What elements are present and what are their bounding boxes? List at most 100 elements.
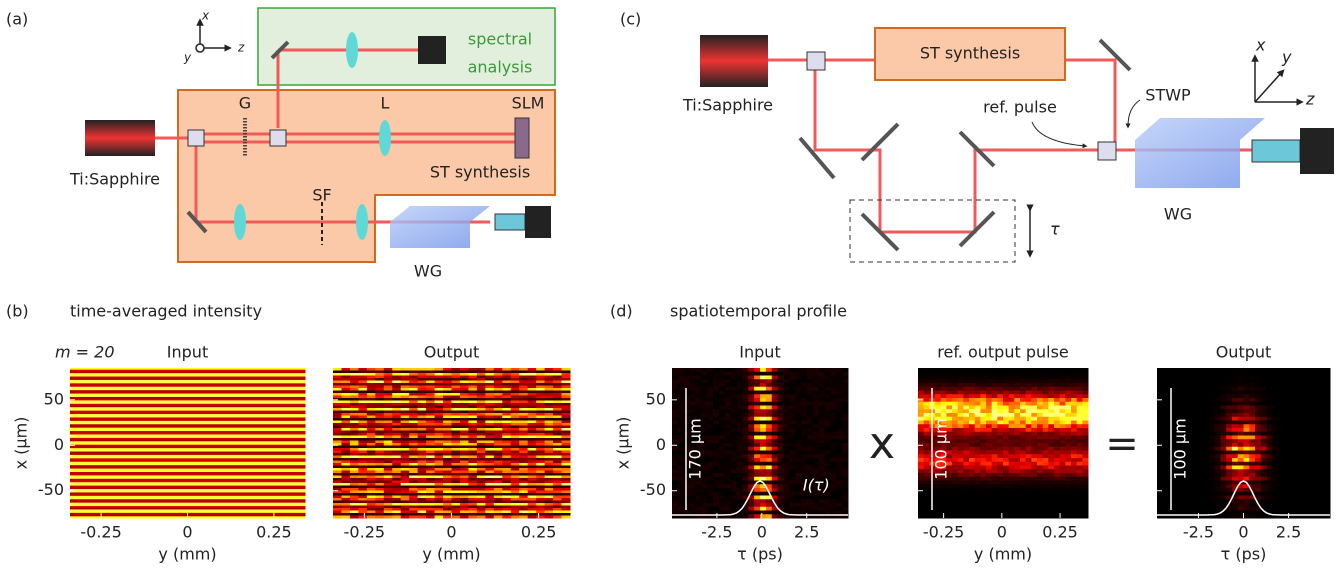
heatmap-cell <box>1054 477 1060 481</box>
heatmap-cell <box>836 466 842 470</box>
heatmap-cell <box>1284 413 1290 417</box>
heatmap-cell <box>830 511 836 515</box>
heatmap-cell <box>1267 421 1273 425</box>
heatmap-cell <box>924 443 930 447</box>
heatmap-cell <box>963 402 969 406</box>
heatmap-cell <box>1048 499 1054 503</box>
heatmap-cell <box>1026 368 1032 372</box>
heatmap-cell <box>1307 379 1313 383</box>
heatmap-cell <box>992 372 998 376</box>
heatmap-cell <box>842 458 848 462</box>
heatmap-cell <box>935 368 941 372</box>
heatmap-cell <box>1043 496 1049 500</box>
heatmap-cell <box>807 379 813 383</box>
heatmap-cell <box>929 368 935 372</box>
heatmap-cell <box>672 499 678 503</box>
heatmap-cell <box>975 432 981 436</box>
heatmap-cell <box>713 469 719 473</box>
heatmap-cell <box>1060 372 1066 376</box>
heatmap-cell <box>731 499 737 503</box>
heatmap-cell <box>1284 402 1290 406</box>
heatmap-cell <box>701 503 707 507</box>
heatmap-cell <box>737 477 743 481</box>
heatmap-cell <box>1284 436 1290 440</box>
heatmap-cell <box>1003 447 1009 451</box>
heatmap-cell <box>519 516 528 519</box>
heatmap-cell <box>1284 394 1290 398</box>
heatmap-cell <box>1009 473 1015 477</box>
heatmap-cell <box>1048 514 1054 518</box>
heatmap-cell <box>695 484 701 488</box>
heatmap-cell <box>1037 499 1043 503</box>
heatmap-cell <box>1082 514 1088 518</box>
heatmap-cell <box>1031 376 1037 380</box>
heatmap-cell <box>731 402 737 406</box>
x-tick-label: -0.25 <box>344 523 385 542</box>
heatmap-cell <box>1244 372 1250 376</box>
heatmap-cell <box>992 488 998 492</box>
heatmap-cell <box>842 394 848 398</box>
heatmap-cell <box>807 443 813 447</box>
heatmap-cell <box>1261 387 1267 391</box>
heatmap-cell <box>1037 417 1043 421</box>
heatmap-cell <box>801 496 807 500</box>
heatmap-cell <box>1295 402 1301 406</box>
heatmap-cell <box>778 376 784 380</box>
heatmap-cell <box>958 402 964 406</box>
heatmap-cell <box>830 454 836 458</box>
heatmap-cell <box>1003 424 1009 428</box>
heatmap-cell <box>992 496 998 500</box>
heatmap-cell <box>946 507 952 511</box>
heatmap-cell <box>813 394 819 398</box>
heatmap-cell <box>1065 402 1071 406</box>
heatmap-cell <box>742 398 748 402</box>
heatmap-cell <box>1324 402 1330 406</box>
waveguide <box>390 206 490 248</box>
heatmap-cell <box>1215 428 1221 432</box>
heatmap-cell <box>672 481 678 485</box>
heatmap-cell <box>1186 402 1192 406</box>
heatmap-cell <box>1077 439 1083 443</box>
heatmap-cell <box>1026 469 1032 473</box>
heatmap-cell <box>760 417 766 421</box>
heatmap-cell <box>958 436 964 440</box>
heatmap-cell <box>1313 391 1319 395</box>
heatmap-cell <box>842 484 848 488</box>
heatmap-cell <box>958 406 964 410</box>
heatmap-cell <box>678 387 684 391</box>
heatmap-cell <box>825 368 831 372</box>
heatmap-cell <box>929 379 935 383</box>
heatmap-cell <box>1238 391 1244 395</box>
heatmap-cell <box>707 421 713 425</box>
heatmap-cell <box>1026 499 1032 503</box>
heatmap-cell <box>760 406 766 410</box>
heatmap-cell <box>795 394 801 398</box>
heatmap-cell <box>1009 469 1015 473</box>
heatmap-cell <box>1048 383 1054 387</box>
heatmap-cell <box>1232 383 1238 387</box>
heatmap-cell <box>830 417 836 421</box>
heatmap-cell <box>760 514 766 518</box>
heatmap-cell <box>1238 451 1244 455</box>
heatmap-cell <box>941 387 947 391</box>
heatmap-cell <box>819 469 825 473</box>
heatmap-cell <box>924 447 930 451</box>
heatmap-cell <box>1071 447 1077 451</box>
heatmap-cell <box>1026 428 1032 432</box>
heatmap-cell <box>778 488 784 492</box>
heatmap-cell <box>986 439 992 443</box>
heatmap-cell <box>695 499 701 503</box>
heatmap-cell <box>1020 394 1026 398</box>
heatmap-cell <box>1226 368 1232 372</box>
heatmap-cell <box>737 484 743 488</box>
heatmap-cell <box>975 454 981 458</box>
heatmap-cell <box>992 462 998 466</box>
heatmap-cell <box>725 473 731 477</box>
lens <box>379 120 391 156</box>
heatmap-cell <box>952 432 958 436</box>
heatmap-cell <box>742 406 748 410</box>
heatmap-cell <box>742 443 748 447</box>
laser <box>700 35 768 87</box>
heatmap-cell <box>1313 406 1319 410</box>
heatmap-cell <box>672 492 678 496</box>
